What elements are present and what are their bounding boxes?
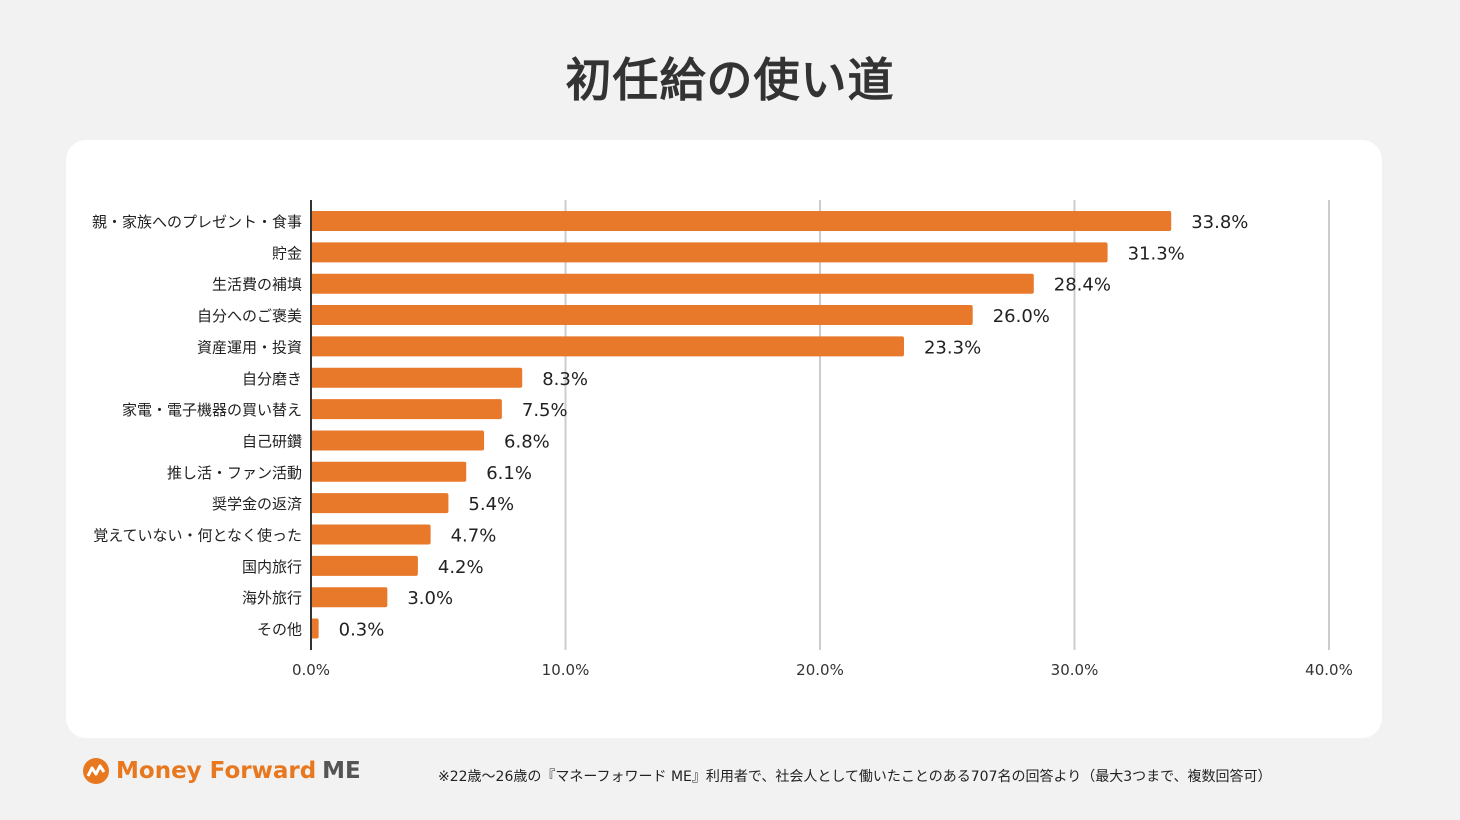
category-label: 自分へのご褒美 bbox=[197, 307, 302, 325]
bar bbox=[311, 618, 319, 639]
category-label: 生活費の補填 bbox=[212, 276, 302, 294]
bar bbox=[311, 430, 485, 451]
data-label: 31.3% bbox=[1128, 243, 1185, 264]
x-tick-label: 30.0% bbox=[1051, 661, 1099, 679]
data-label: 5.4% bbox=[468, 494, 514, 515]
category-label: その他 bbox=[257, 621, 302, 639]
category-label: 海外旅行 bbox=[242, 589, 302, 607]
data-label: 7.5% bbox=[522, 400, 568, 421]
data-label: 4.2% bbox=[438, 557, 484, 578]
bar bbox=[311, 524, 431, 545]
bar bbox=[311, 587, 388, 608]
category-label: 自分磨き bbox=[242, 370, 302, 388]
footnote: ※22歳〜26歳の『マネーフォワード ME』利用者で、社会人として働いたことのあ… bbox=[438, 769, 1272, 785]
category-label: 貯金 bbox=[272, 244, 302, 262]
bar bbox=[311, 399, 502, 420]
data-label: 6.8% bbox=[504, 431, 550, 452]
data-label: 28.4% bbox=[1054, 275, 1111, 296]
x-tick-label: 10.0% bbox=[542, 661, 590, 679]
bar bbox=[311, 242, 1108, 263]
data-label: 0.3% bbox=[339, 620, 385, 641]
bar bbox=[311, 211, 1172, 231]
bar bbox=[311, 461, 467, 482]
x-tick-label: 20.0% bbox=[796, 661, 844, 679]
category-label: 覚えていない・何となく使った bbox=[93, 527, 302, 545]
data-label: 23.3% bbox=[924, 337, 981, 358]
bar bbox=[311, 273, 1034, 294]
bar bbox=[311, 493, 449, 514]
category-label: 家電・電子機器の買い替え bbox=[122, 401, 302, 419]
data-label: 26.0% bbox=[993, 306, 1050, 327]
chart-card: 0.0% 10.0% 20.0% 30.0% 40.0% 親・家族へのプレゼント・食事 33… bbox=[66, 140, 1382, 738]
data-label: 3.0% bbox=[407, 588, 453, 609]
category-label: 奨学金の返済 bbox=[212, 495, 302, 513]
chart-title: 初任給の使い道 bbox=[565, 53, 895, 107]
bar bbox=[311, 336, 904, 357]
x-tick-label: 0.0% bbox=[292, 661, 330, 679]
bar bbox=[311, 367, 523, 388]
category-label: 自己研鑽 bbox=[242, 432, 302, 450]
data-label: 8.3% bbox=[542, 369, 588, 390]
logo-brand: Money Forward bbox=[116, 758, 317, 784]
money-forward-logo-icon bbox=[83, 758, 109, 784]
category-label: 国内旅行 bbox=[242, 558, 302, 576]
bar bbox=[311, 305, 973, 326]
money-forward-logo: Money Forward ME bbox=[82, 757, 361, 785]
x-tick-label: 40.0% bbox=[1305, 661, 1353, 679]
data-label: 6.1% bbox=[486, 463, 532, 484]
bar bbox=[311, 555, 418, 576]
category-label: 推し活・ファン活動 bbox=[167, 464, 302, 482]
logo-suffix: ME bbox=[322, 758, 361, 784]
data-label: 33.8% bbox=[1191, 212, 1248, 233]
data-label: 4.7% bbox=[451, 526, 497, 547]
category-label: 資産運用・投資 bbox=[197, 338, 302, 356]
bar-chart: 0.0% 10.0% 20.0% 30.0% 40.0% 親・家族へのプレゼント・食事 33… bbox=[92, 200, 1353, 679]
category-label: 親・家族へのプレゼント・食事 bbox=[92, 213, 302, 231]
